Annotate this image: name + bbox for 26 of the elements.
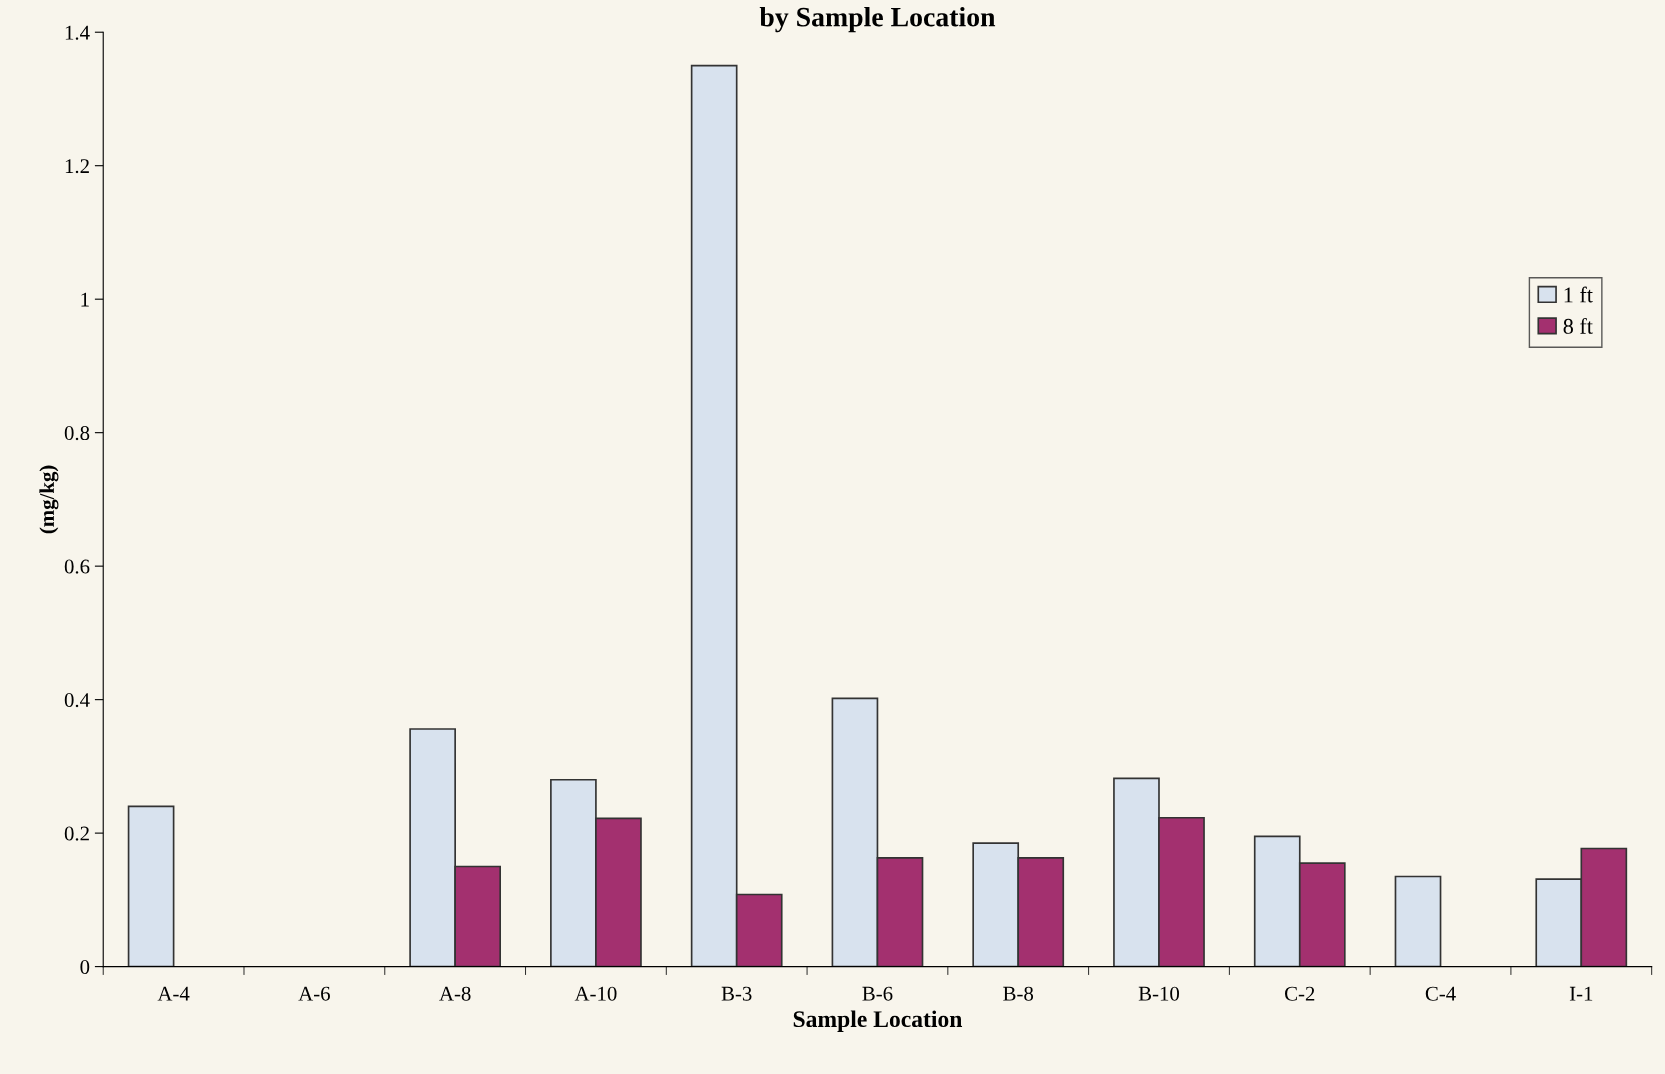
bar — [1394, 875, 1442, 967]
x-tick-label: C-4 — [1425, 986, 1456, 1001]
x-tick-label: B-6 — [862, 986, 893, 1001]
y-tick-label: 1 — [81, 292, 89, 307]
y-tick-label: 0 — [80, 959, 90, 975]
x-tick-label: B-10 — [1138, 986, 1180, 1001]
x-tick-label: C-2 — [1284, 986, 1315, 1001]
y-axis-title: (mg/kg) — [39, 465, 59, 534]
y-tick-label: 0.2 — [64, 826, 89, 841]
y-tick-label: 0.4 — [64, 693, 90, 708]
x-tick-label: A-10 — [574, 986, 617, 1001]
x-tick-label: B-8 — [1003, 986, 1034, 1001]
y-tick-label: 0.8 — [64, 426, 90, 441]
x-axis-title: Sample Location — [793, 1010, 963, 1032]
legend-label: 8 ft — [1563, 318, 1593, 334]
y-tick-label: 1.4 — [65, 25, 90, 40]
y-tick-label: 0.6 — [64, 559, 90, 574]
x-tick-label: A-6 — [298, 986, 330, 1001]
chart-title: by Sample Location — [759, 6, 996, 33]
bar — [127, 805, 175, 967]
x-tick-label: I-1 — [1569, 986, 1593, 1001]
legend-label: 1 ft — [1564, 286, 1593, 303]
x-tick-label: A-4 — [157, 986, 190, 1001]
x-tick-label: B-3 — [721, 986, 752, 1001]
x-tick-label: A-8 — [439, 986, 471, 1001]
y-tick-label: 1.2 — [65, 159, 89, 174]
